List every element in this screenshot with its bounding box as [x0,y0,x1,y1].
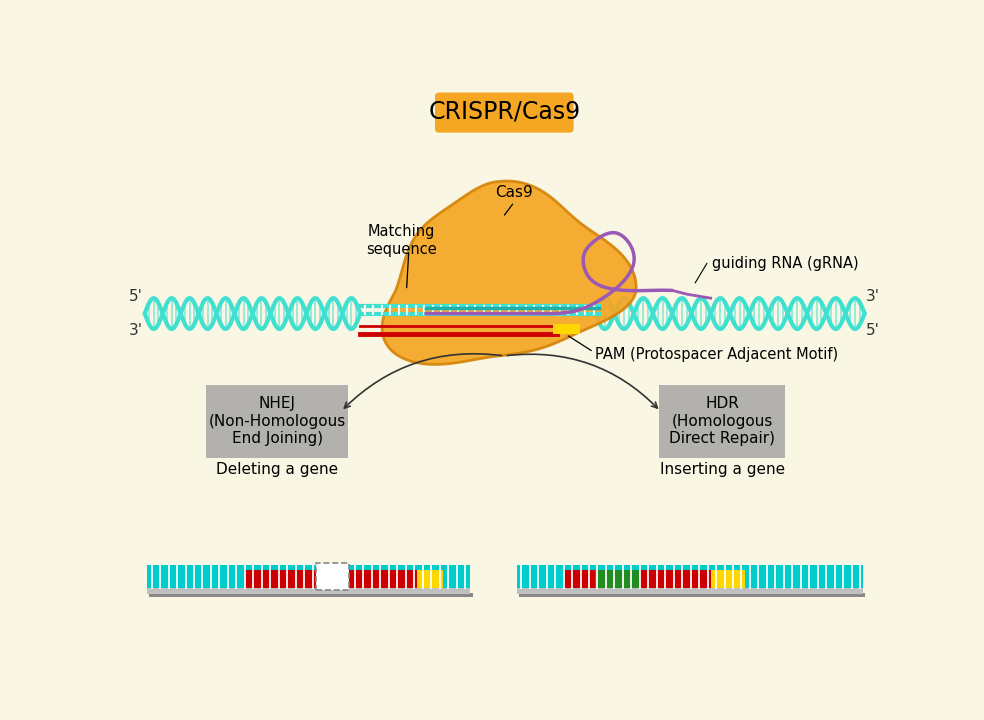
Text: 5': 5' [129,289,144,304]
FancyBboxPatch shape [435,93,574,132]
Text: 3': 3' [129,323,144,338]
Bar [553,324,580,334]
Bar [150,593,472,597]
Bar [519,593,866,597]
Bar [517,570,563,588]
Bar [640,570,710,588]
Bar [147,564,470,570]
Text: 3': 3' [865,289,880,304]
Text: 5': 5' [865,323,880,338]
Text: Deleting a gene: Deleting a gene [216,462,338,477]
Bar [745,570,863,588]
FancyBboxPatch shape [207,385,348,457]
Bar [416,570,443,588]
Bar [443,570,470,588]
Polygon shape [382,181,636,364]
FancyBboxPatch shape [659,385,785,457]
Text: HDR
(Homologous
Direct Repair): HDR (Homologous Direct Repair) [669,397,775,446]
Bar [563,570,595,588]
Text: Cas9: Cas9 [495,185,533,200]
Text: NHEJ
(Non-Homologous
End Joining): NHEJ (Non-Homologous End Joining) [209,397,345,446]
Bar [348,570,416,588]
Text: PAM (Protospacer Adjacent Motif): PAM (Protospacer Adjacent Motif) [595,347,838,362]
Text: Matching
sequence: Matching sequence [366,224,437,256]
Text: Inserting a gene: Inserting a gene [659,462,785,477]
Text: CRISPR/Cas9: CRISPR/Cas9 [428,100,581,124]
Bar [595,570,640,588]
Bar [147,570,245,588]
Bar [317,563,348,590]
Bar [517,588,863,594]
Bar [147,588,470,594]
Bar [517,564,863,570]
Text: guiding RNA (gRNA): guiding RNA (gRNA) [712,256,859,271]
Bar [245,570,317,588]
Bar [710,570,745,588]
